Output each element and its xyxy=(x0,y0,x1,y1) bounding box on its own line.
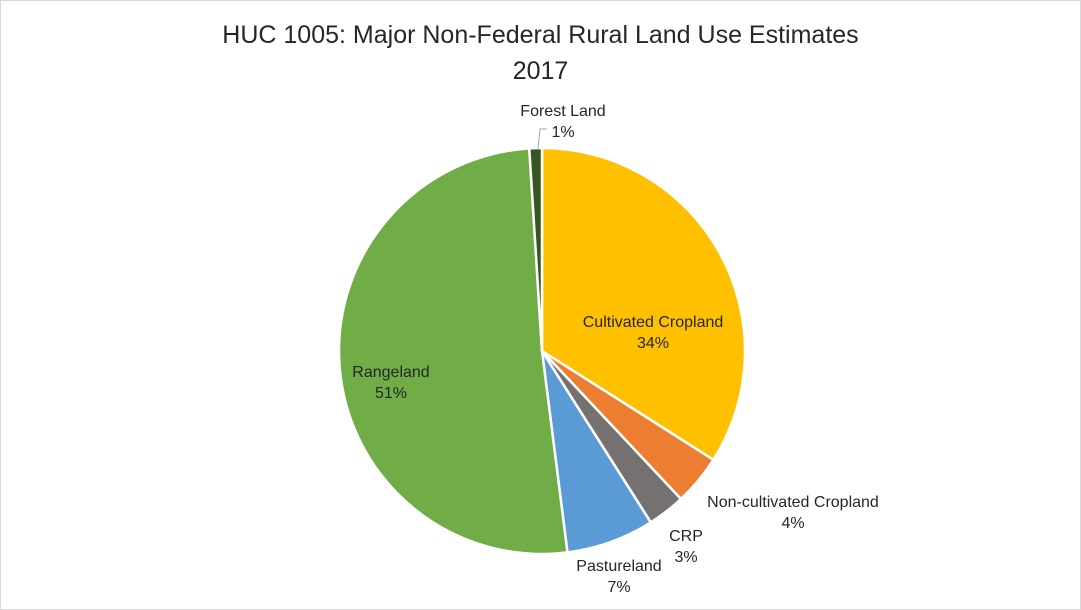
data-label-cultivated-cropland: Cultivated Cropland 34% xyxy=(583,314,724,352)
data-label-forest-land: Forest Land 1% xyxy=(520,103,605,141)
chart-title: HUC 1005: Major Non-Federal Rural Land U… xyxy=(222,21,859,49)
data-label-rangeland: Rangeland 51% xyxy=(352,364,429,402)
chart-subtitle: 2017 xyxy=(512,57,569,85)
pie-slice-forest-land xyxy=(528,146,544,353)
data-label-crp: CRP 3% xyxy=(669,528,703,566)
pie-slice-rangeland xyxy=(337,147,569,556)
data-label-non-cultivated-cropland: Non-cultivated Cropland 4% xyxy=(707,494,879,532)
forest-land-leader-line xyxy=(537,128,547,150)
data-label-pastureland: Pastureland 7% xyxy=(576,558,661,596)
